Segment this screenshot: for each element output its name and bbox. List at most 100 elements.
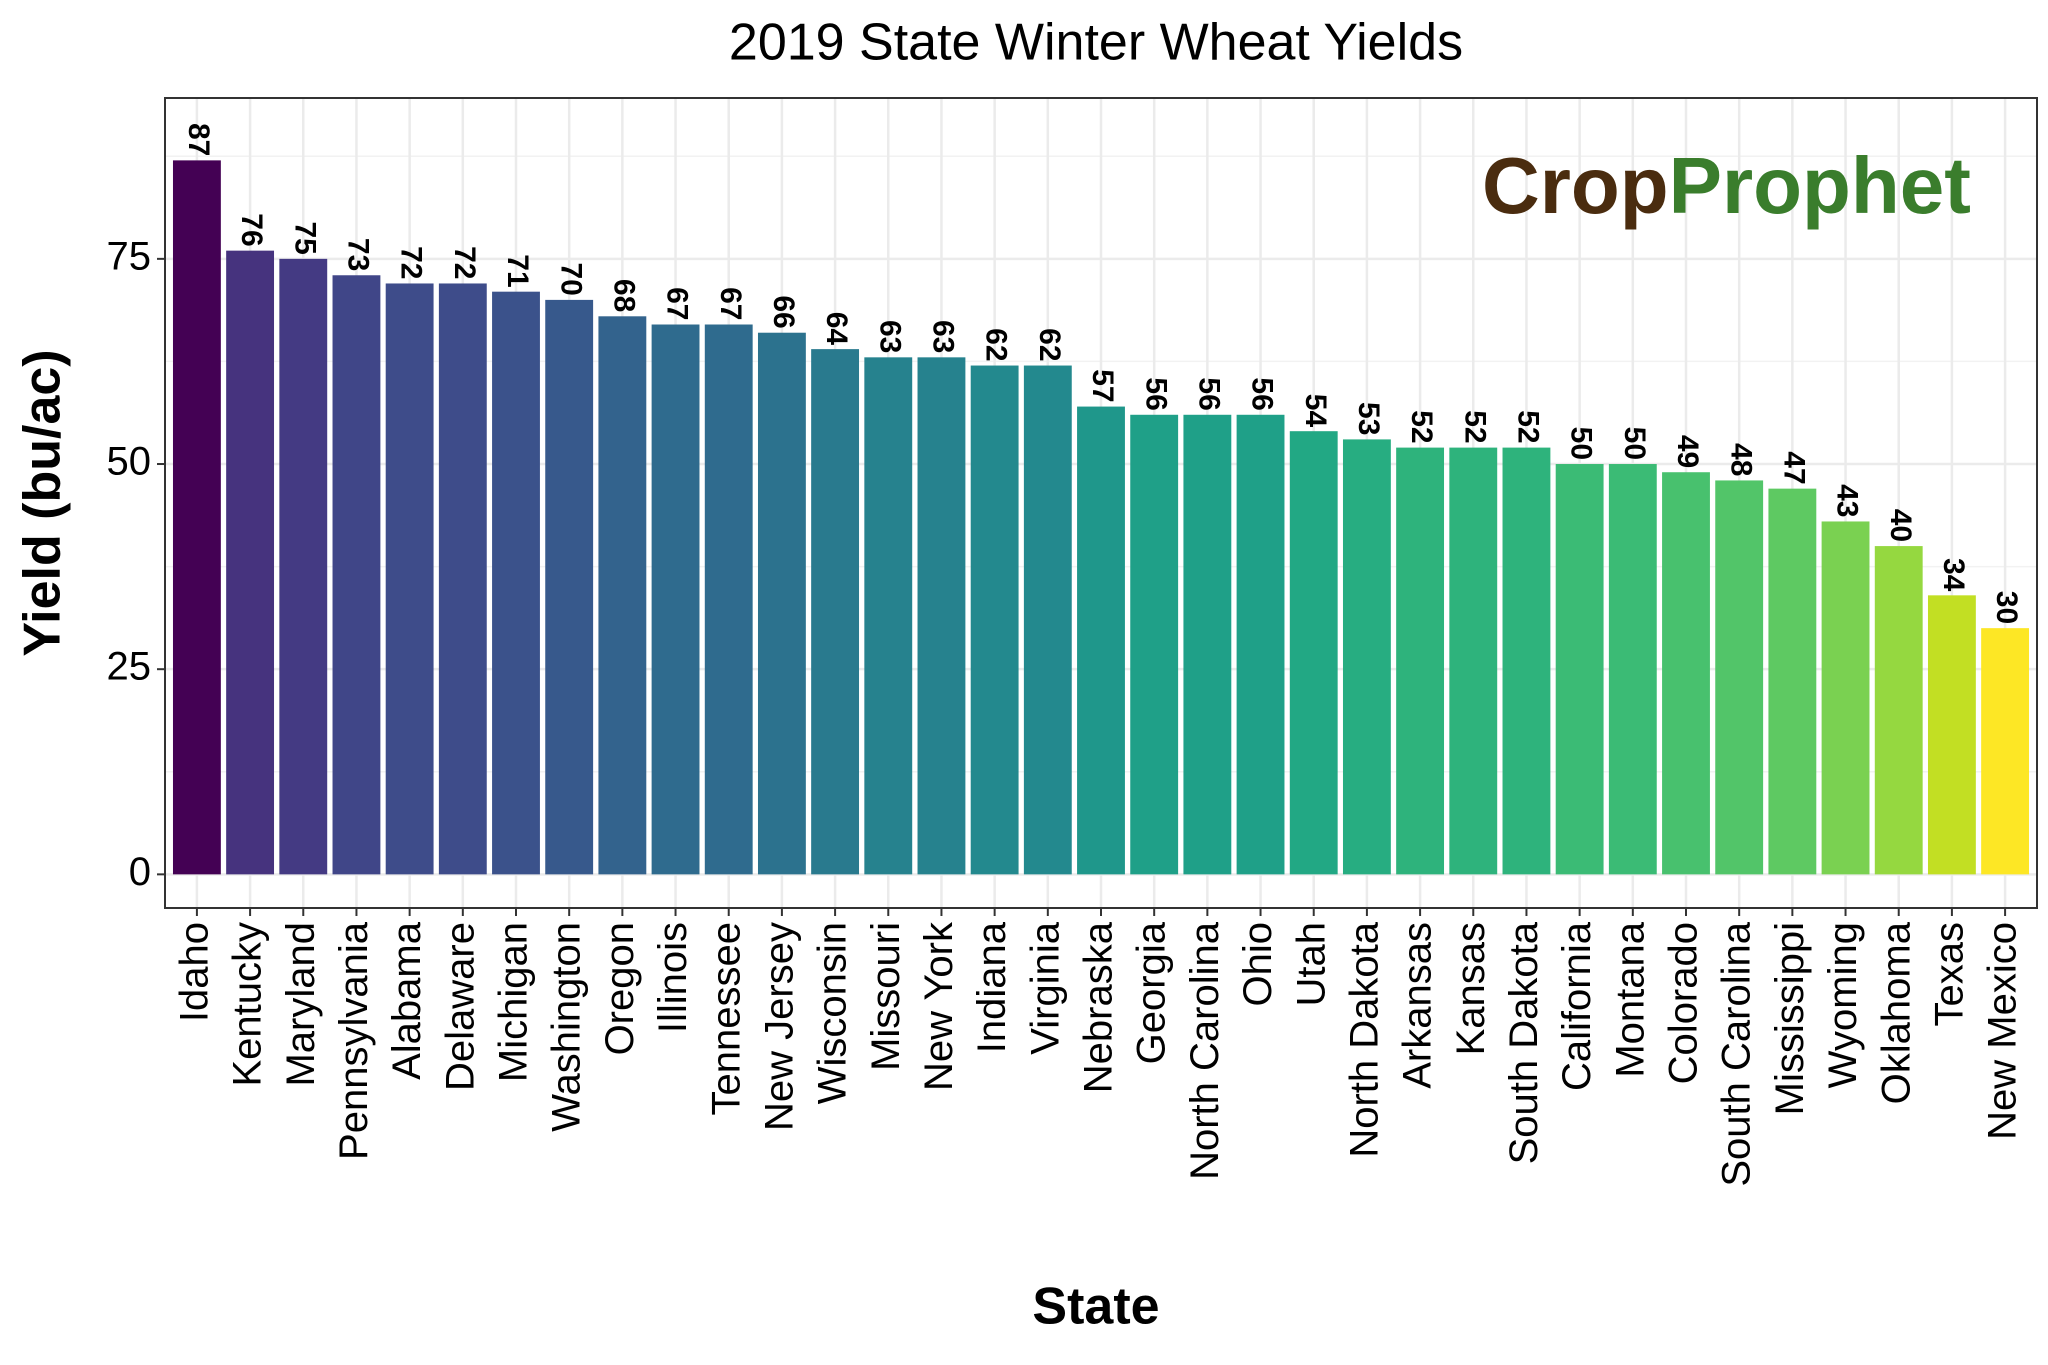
bar [1342, 439, 1391, 875]
x-tick-label: Wyoming [1821, 922, 1865, 1088]
x-tick-label: North Dakota [1342, 921, 1386, 1157]
value-label: 70 [554, 263, 587, 296]
bar [1023, 365, 1072, 875]
bar [332, 275, 381, 875]
value-label: 52 [1512, 410, 1545, 443]
bar [1077, 406, 1125, 875]
y-tick-label: 75 [107, 234, 152, 278]
bar [1502, 447, 1551, 875]
value-label: 30 [1990, 591, 2023, 624]
bar [757, 332, 806, 875]
value-label: 56 [1192, 377, 1225, 410]
x-tick-label: Tennessee [704, 922, 748, 1115]
value-label: 43 [1831, 484, 1864, 517]
value-label: 63 [873, 320, 906, 353]
value-label: 40 [1884, 509, 1917, 542]
x-tick-label: Maryland [279, 922, 323, 1087]
value-label: 75 [288, 221, 321, 254]
x-tick-label: Michigan [492, 922, 536, 1082]
value-label: 57 [1086, 369, 1119, 402]
bar [1289, 431, 1338, 875]
bar [1874, 546, 1923, 875]
bar [1608, 464, 1657, 875]
value-label: 64 [820, 312, 853, 346]
value-label: 87 [182, 123, 215, 156]
value-label: 72 [448, 246, 481, 279]
value-label: 66 [767, 295, 800, 328]
bar [1981, 628, 2030, 875]
value-label: 67 [661, 287, 694, 320]
chart-title: 2019 State Winter Wheat Yields [729, 14, 1463, 72]
value-label: 72 [395, 246, 428, 279]
value-label: 50 [1565, 427, 1598, 460]
bar [1821, 521, 1870, 875]
x-tick-label: Texas [1927, 922, 1971, 1027]
x-tick-label: South Dakota [1502, 921, 1546, 1164]
x-tick-label: North Carolina [1183, 921, 1227, 1180]
value-label: 50 [1618, 427, 1651, 460]
x-tick-label: Oregon [598, 922, 642, 1055]
value-label: 56 [1139, 377, 1172, 410]
logo-crop: Crop [1482, 141, 1669, 230]
x-tick-label: Utah [1289, 922, 1333, 1007]
x-tick-label: Mississippi [1768, 922, 1812, 1115]
x-tick-label: South Carolina [1715, 921, 1759, 1186]
bar [1768, 488, 1817, 875]
value-label: 67 [714, 287, 747, 320]
bar [279, 258, 328, 875]
x-tick-label: Wisconsin [811, 922, 855, 1104]
x-tick-label: Kentucky [226, 922, 270, 1087]
value-label: 52 [1405, 410, 1438, 443]
y-tick-label: 50 [107, 440, 152, 484]
x-tick-label: Washington [545, 922, 589, 1132]
bar [172, 160, 221, 875]
value-label: 71 [501, 254, 534, 287]
x-tick-label: Delaware [438, 922, 482, 1091]
x-tick-label: California [1555, 921, 1599, 1091]
bar [970, 365, 1019, 875]
bar [1183, 414, 1232, 875]
x-tick-label: Arkansas [1396, 922, 1440, 1089]
bar [545, 299, 594, 875]
bar [704, 324, 753, 875]
logo: CropProphet [1482, 141, 1971, 230]
value-label: 53 [1352, 402, 1385, 435]
value-label: 76 [235, 213, 268, 246]
bar [1662, 472, 1710, 875]
plot-border [164, 97, 2038, 909]
value-label: 63 [927, 320, 960, 353]
x-tick-label: Illinois [651, 922, 695, 1033]
bar [226, 250, 275, 875]
bar [1555, 464, 1604, 875]
value-label: 73 [342, 238, 375, 271]
x-tick-label: Idaho [172, 922, 216, 1022]
bar [1236, 414, 1285, 875]
x-tick-label: Oklahoma [1874, 921, 1918, 1104]
x-tick-label: Indiana [970, 921, 1014, 1053]
bar [598, 316, 647, 875]
y-tick-label: 25 [107, 645, 152, 689]
value-label: 47 [1777, 451, 1810, 484]
value-label: 62 [980, 328, 1013, 361]
value-label: 49 [1671, 435, 1704, 468]
y-tick-label: 0 [129, 850, 151, 894]
bar [651, 324, 700, 875]
x-tick-label: Ohio [1236, 922, 1280, 1007]
x-tick-label: Nebraska [1077, 921, 1121, 1093]
bar [492, 291, 540, 875]
bar [917, 357, 966, 875]
bar [438, 283, 487, 875]
x-tick-label: Alabama [385, 921, 429, 1080]
value-label: 62 [1033, 328, 1066, 361]
logo-prophet: Prophet [1669, 141, 1971, 230]
x-tick-label: New York [917, 921, 961, 1091]
y-axis-title: Yield (bu/ac) [14, 349, 72, 656]
bar [1449, 447, 1498, 875]
bar [385, 283, 434, 875]
bar [1927, 595, 1976, 875]
bar [864, 357, 913, 875]
x-tick-label: Missouri [864, 922, 908, 1071]
x-axis-title: State [1032, 1278, 1159, 1336]
x-tick-label: New Jersey [757, 922, 801, 1131]
value-label: 52 [1458, 410, 1491, 443]
